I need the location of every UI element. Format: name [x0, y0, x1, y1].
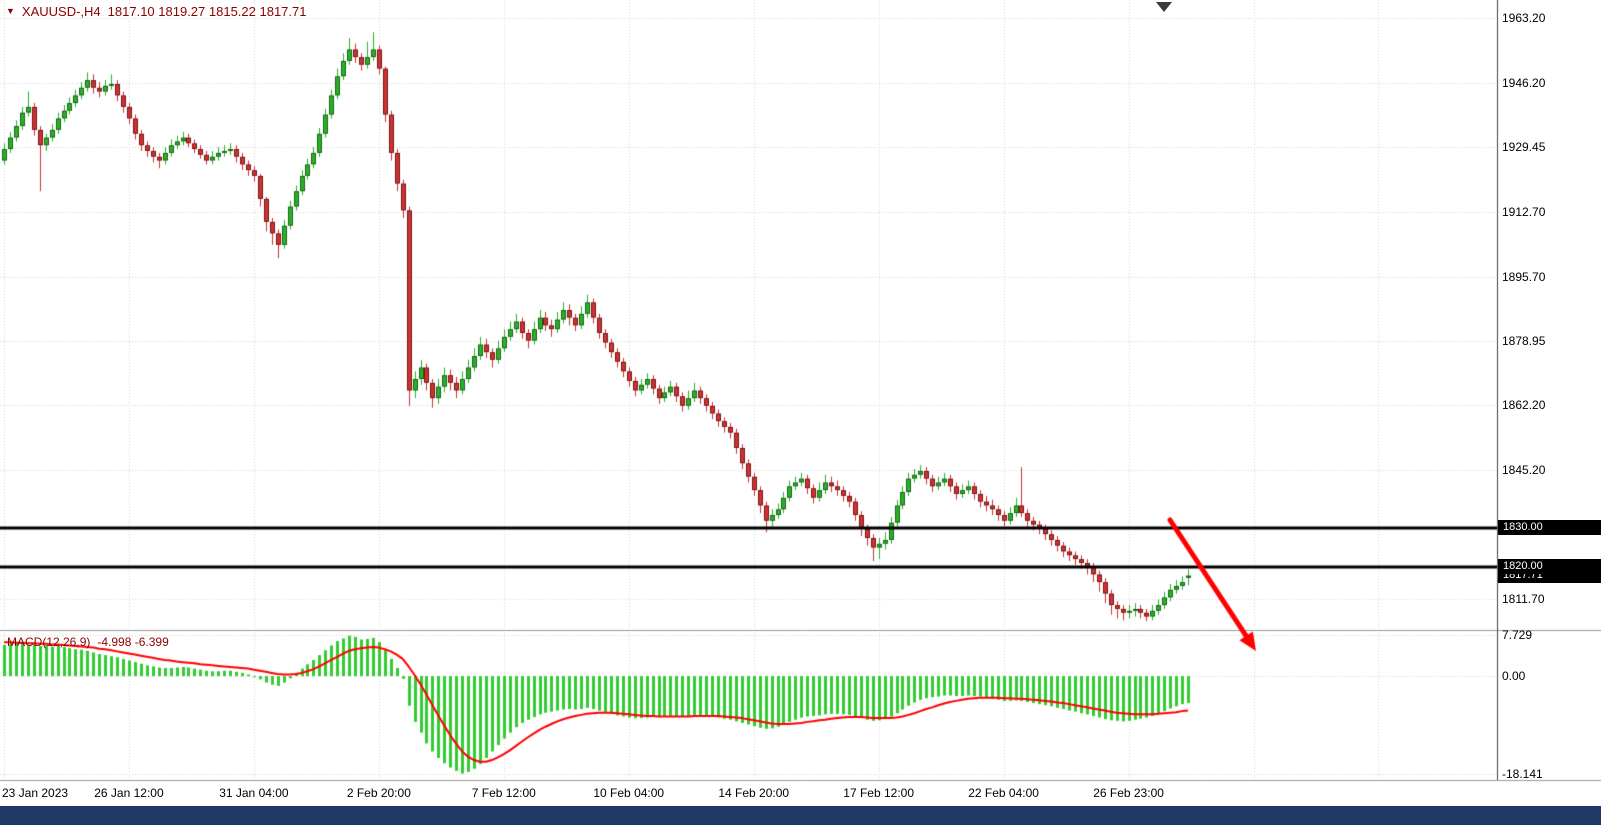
macd-indicator-label: MACD(12,26,9) -4.998 -6.399: [7, 635, 169, 649]
symbol-dropdown-icon[interactable]: ▼: [6, 6, 15, 16]
ohlc-values: 1817.10 1819.27 1815.22 1817.71: [107, 4, 307, 19]
chart-shift-marker-icon[interactable]: [1156, 2, 1172, 12]
bottom-bar: [0, 806, 1601, 825]
macd-values: -4.998 -6.399: [97, 635, 169, 649]
red-arrow-annotation[interactable]: [1165, 515, 1265, 660]
macd-name: MACD(12,26,9): [7, 635, 91, 649]
symbol-timeframe-label: XAUUSD-,H4: [21, 4, 101, 19]
chart-header: ▼ XAUUSD-,H4 1817.10 1819.27 1815.22 181…: [6, 4, 306, 19]
